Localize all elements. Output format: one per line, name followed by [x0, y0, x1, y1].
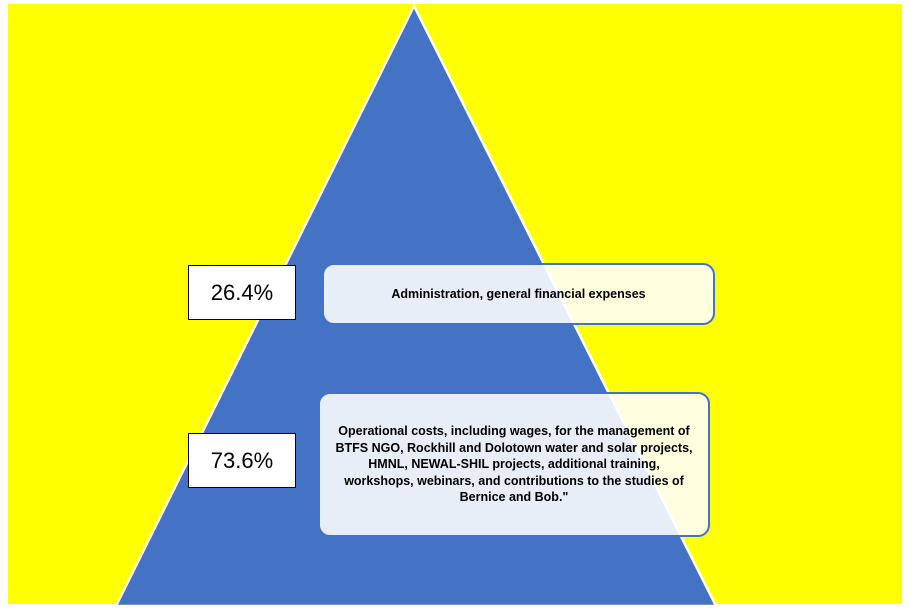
label-operational-costs: Operational costs, including wages, for …	[318, 392, 710, 537]
label-administration: Administration, general financial expens…	[322, 263, 715, 325]
percent-box-operational: 73.6%	[188, 433, 296, 488]
percent-box-administration: 26.4%	[188, 265, 296, 320]
